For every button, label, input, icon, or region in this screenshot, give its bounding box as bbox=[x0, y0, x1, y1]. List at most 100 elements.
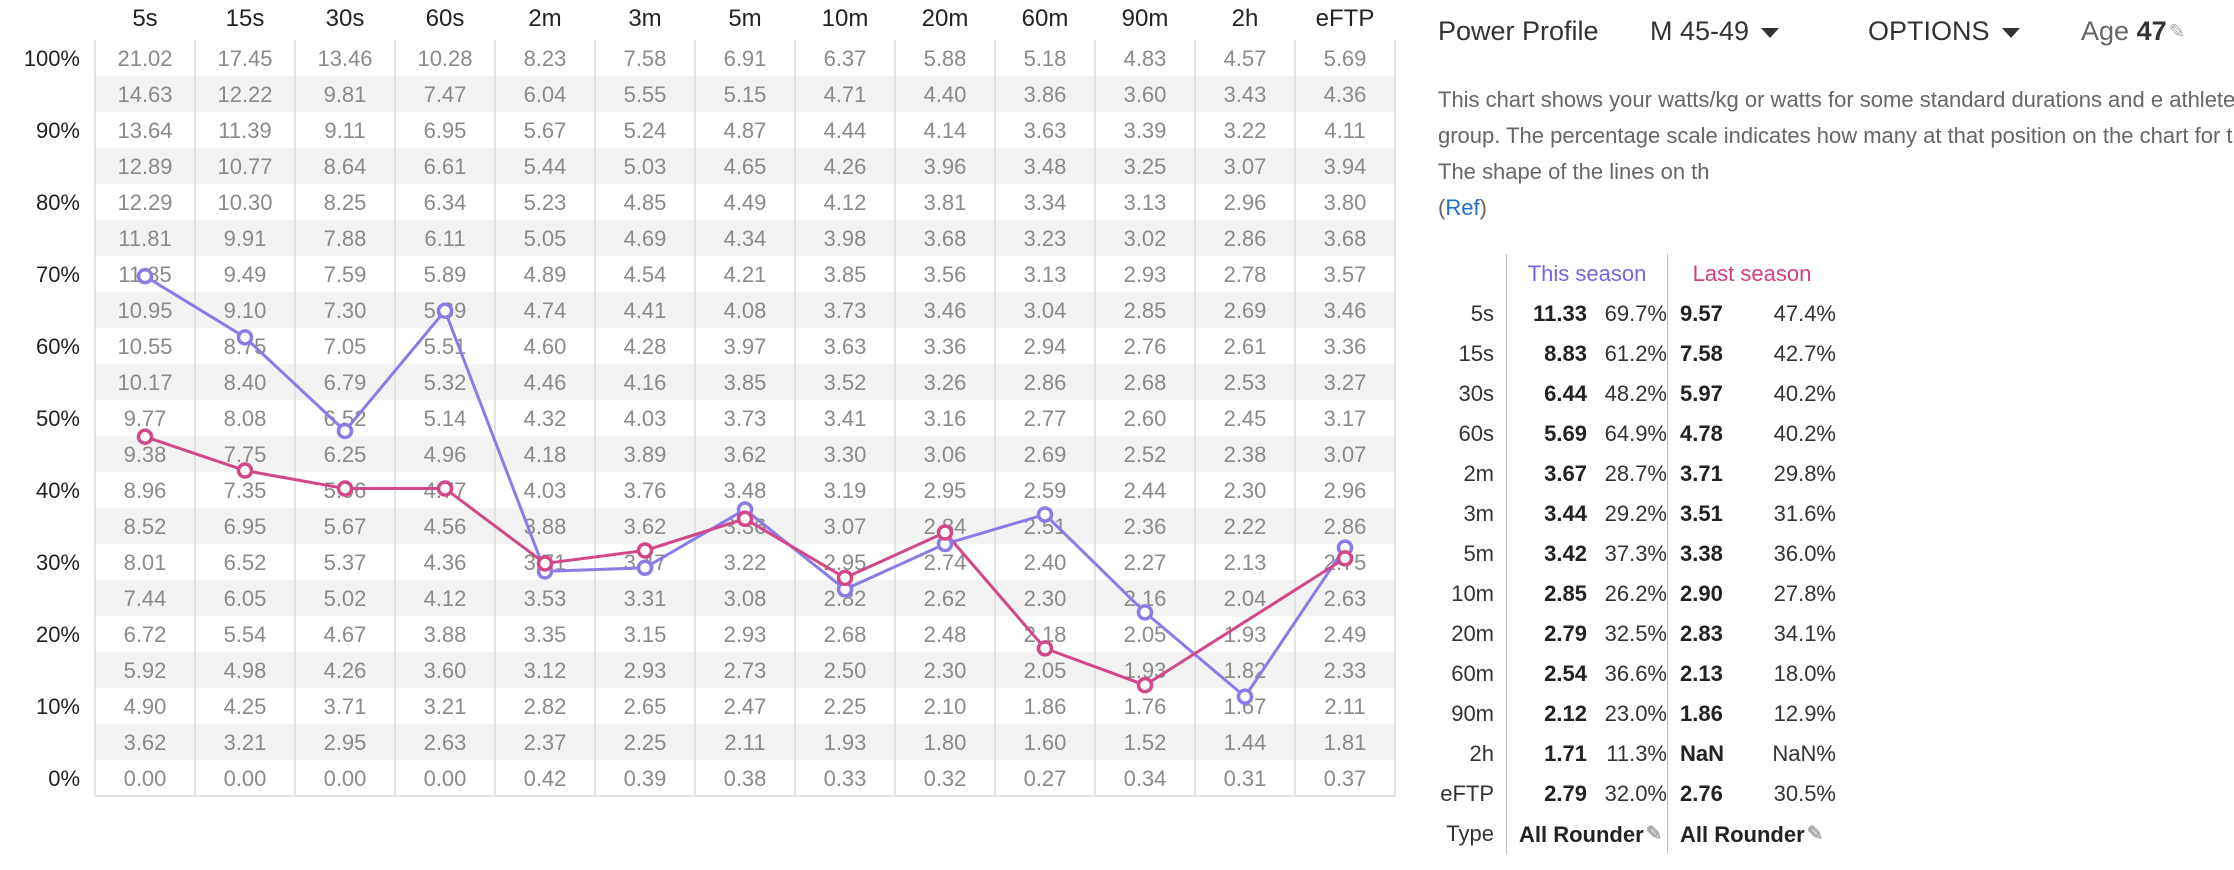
last-season-value: 5.97 bbox=[1667, 374, 1760, 414]
cell-value: 0.00 bbox=[224, 766, 267, 791]
this-season-type[interactable]: All Rounder ✎ bbox=[1506, 814, 1668, 854]
cell-value: 2.44 bbox=[1124, 478, 1167, 503]
cell-value: 3.23 bbox=[1024, 226, 1067, 251]
last-season-value: 2.76 bbox=[1667, 774, 1760, 814]
y-tick-label: 100% bbox=[24, 46, 80, 71]
cell-value: 2.94 bbox=[1024, 334, 1067, 359]
cell-value: 3.86 bbox=[1024, 82, 1067, 107]
cell-value: 3.34 bbox=[1024, 190, 1067, 215]
last-season-percent: 40.2% bbox=[1773, 381, 1836, 406]
cell-value: 2.11 bbox=[1324, 694, 1365, 719]
series-point-last-season bbox=[836, 569, 854, 587]
cell-value: 0.31 bbox=[1224, 766, 1267, 791]
edit-pencil-icon[interactable]: ✎ bbox=[1806, 822, 1824, 845]
options-dropdown[interactable]: OPTIONS bbox=[1868, 16, 2020, 47]
cell-value: 1.80 bbox=[924, 730, 967, 755]
duration-label: 60s bbox=[1458, 421, 1494, 446]
last-season-value: 3.38 bbox=[1667, 534, 1760, 574]
cell-value: 2.95 bbox=[924, 478, 967, 503]
cell-value: 5.03 bbox=[624, 154, 667, 179]
cell-value: 2.86 bbox=[1024, 370, 1067, 395]
age-field[interactable]: Age 47 ✎ bbox=[2081, 16, 2185, 47]
cell-value: 3.80 bbox=[1324, 190, 1367, 215]
cell-value: 3.73 bbox=[824, 298, 867, 323]
this-season-value: 8.83 bbox=[1506, 334, 1587, 374]
last-season-type[interactable]: All Rounder ✎ bbox=[1667, 814, 1836, 854]
cell-value: 2.30 bbox=[924, 658, 967, 683]
cell-value: 2.25 bbox=[824, 694, 867, 719]
cell-value: 4.08 bbox=[724, 298, 767, 323]
cell-value: 10.77 bbox=[217, 154, 272, 179]
cell-value: 3.21 bbox=[424, 694, 467, 719]
cell-value: 9.91 bbox=[224, 226, 267, 251]
cell-value: 4.26 bbox=[324, 658, 367, 683]
cell-value: 4.89 bbox=[524, 262, 567, 287]
cell-value: 4.71 bbox=[824, 82, 867, 107]
cell-value: 1.76 bbox=[1124, 694, 1167, 719]
cell-value: 1.93 bbox=[1224, 622, 1267, 647]
this-season-value: 3.44 bbox=[1506, 494, 1587, 534]
stats-row: 90m 2.12 23.0% 1.86 12.9% bbox=[1436, 694, 1836, 734]
cell-value: 3.48 bbox=[724, 478, 767, 503]
cell-value: 3.22 bbox=[724, 550, 767, 575]
cell-value: 5.67 bbox=[524, 118, 567, 143]
cell-value: 5.67 bbox=[324, 514, 367, 539]
cell-value: 9.81 bbox=[324, 82, 367, 107]
cell-value: 3.97 bbox=[724, 334, 767, 359]
cell-value: 2.85 bbox=[1124, 298, 1167, 323]
series-point-this-season bbox=[1236, 688, 1254, 705]
cell-value: 9.38 bbox=[124, 442, 167, 467]
this-season-percent: 36.6% bbox=[1604, 661, 1667, 686]
last-season-type-text: All Rounder bbox=[1680, 821, 1805, 847]
ref-paren-close: ) bbox=[1479, 195, 1487, 220]
this-season-value: 5.69 bbox=[1506, 414, 1587, 454]
grid-row-band bbox=[95, 724, 1395, 760]
cell-value: 1.60 bbox=[1024, 730, 1067, 755]
cell-value: 4.14 bbox=[924, 118, 967, 143]
cell-value: 2.93 bbox=[624, 658, 667, 683]
this-season-value: 3.67 bbox=[1506, 454, 1587, 494]
category-dropdown[interactable]: M 45-49 bbox=[1650, 16, 1780, 47]
series-line-last-season bbox=[144, 435, 1346, 687]
series-point-last-season bbox=[736, 510, 754, 528]
cell-value: 3.73 bbox=[724, 406, 767, 431]
cell-value: 3.56 bbox=[924, 262, 967, 287]
grid-row-band bbox=[95, 184, 1395, 220]
cell-value: 4.40 bbox=[924, 82, 967, 107]
last-season-percent: 31.6% bbox=[1773, 501, 1836, 526]
stats-row: 15s 8.83 61.2% 7.58 42.7% bbox=[1436, 334, 1836, 374]
ref-link[interactable]: Ref bbox=[1445, 195, 1480, 220]
cell-value: 3.94 bbox=[1324, 154, 1367, 179]
duration-label: 5m bbox=[1463, 541, 1494, 566]
cell-value: 5.05 bbox=[524, 226, 567, 251]
grid-row-band bbox=[95, 652, 1395, 688]
cell-value: 4.25 bbox=[224, 694, 267, 719]
cell-value: 3.48 bbox=[1024, 154, 1067, 179]
cell-value: 3.85 bbox=[724, 370, 767, 395]
last-season-percent: 34.1% bbox=[1773, 621, 1836, 646]
cell-value: 3.27 bbox=[1324, 370, 1367, 395]
this-season-value: 6.44 bbox=[1506, 374, 1587, 414]
series-point-last-season bbox=[1036, 640, 1054, 657]
cell-value: 3.62 bbox=[624, 514, 667, 539]
duration-label: 15s bbox=[1458, 341, 1494, 366]
cell-value: 8.25 bbox=[324, 190, 367, 215]
cell-value: 4.32 bbox=[524, 406, 567, 431]
cell-value: 2.04 bbox=[1224, 586, 1267, 611]
column-header: 10m bbox=[822, 5, 869, 32]
cell-value: 4.90 bbox=[124, 694, 167, 719]
cell-value: 2.33 bbox=[1324, 658, 1367, 683]
cell-value: 13.46 bbox=[317, 46, 372, 71]
y-tick-label: 20% bbox=[36, 622, 80, 647]
duration-label: 10m bbox=[1451, 581, 1494, 606]
cell-value: 3.41 bbox=[824, 406, 867, 431]
stats-row: 10m 2.85 26.2% 2.90 27.8% bbox=[1436, 574, 1836, 614]
this-season-percent: 61.2% bbox=[1604, 341, 1667, 366]
cell-value: 6.95 bbox=[224, 514, 267, 539]
column-header: 5m bbox=[728, 5, 761, 32]
edit-pencil-icon[interactable]: ✎ bbox=[1645, 822, 1663, 845]
duration-label: 5s bbox=[1470, 301, 1494, 326]
cell-value: 2.25 bbox=[624, 730, 667, 755]
series-point-last-season bbox=[936, 524, 954, 541]
edit-pencil-icon[interactable]: ✎ bbox=[2168, 21, 2186, 43]
